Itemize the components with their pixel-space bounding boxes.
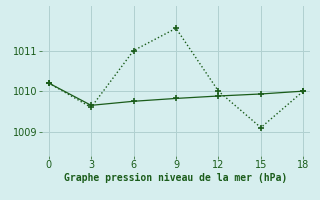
X-axis label: Graphe pression niveau de la mer (hPa): Graphe pression niveau de la mer (hPa) xyxy=(64,173,288,183)
